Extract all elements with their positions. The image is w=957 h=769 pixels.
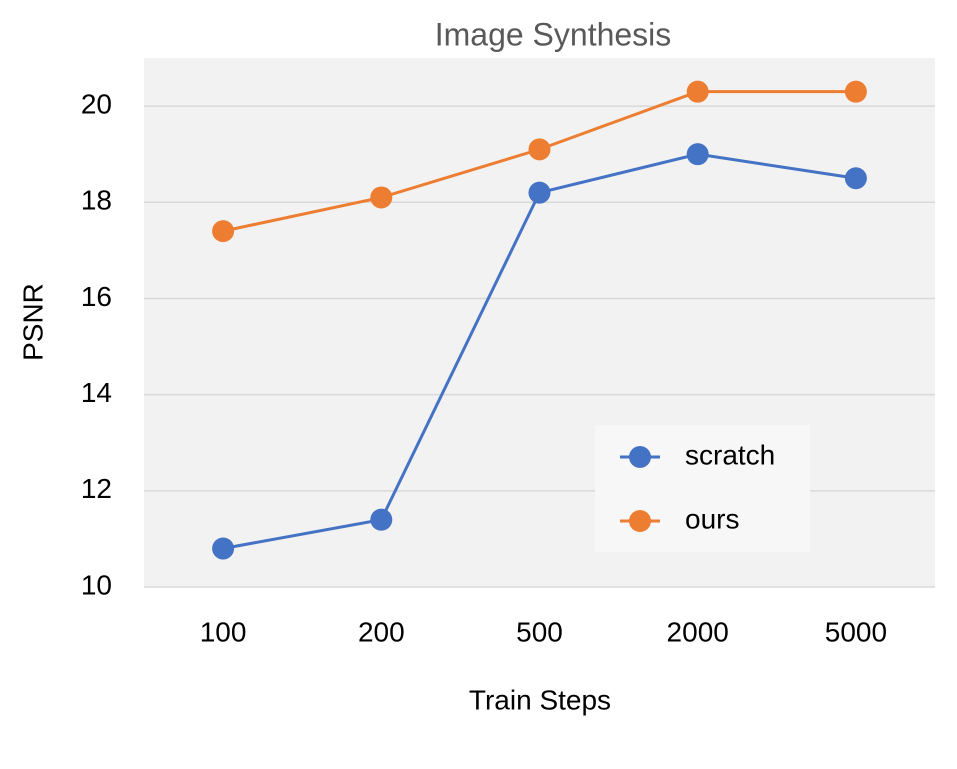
data-point bbox=[844, 80, 867, 103]
legend-marker bbox=[629, 510, 651, 532]
plot-area bbox=[144, 58, 935, 587]
x-tick-label: 100 bbox=[200, 616, 247, 647]
legend-label: ours bbox=[685, 503, 739, 534]
data-point bbox=[212, 537, 235, 560]
y-tick-label: 16 bbox=[81, 281, 112, 312]
y-tick-label: 12 bbox=[81, 473, 112, 504]
chart-title: Image Synthesis bbox=[435, 16, 672, 52]
y-axis-label: PSNR bbox=[17, 283, 48, 361]
data-point bbox=[686, 143, 709, 166]
y-tick-label: 20 bbox=[81, 88, 112, 119]
data-point bbox=[844, 167, 867, 190]
x-axis-label: Train Steps bbox=[469, 684, 611, 715]
data-point bbox=[370, 508, 393, 531]
x-tick-label: 200 bbox=[358, 616, 405, 647]
legend-marker bbox=[629, 446, 651, 468]
data-point bbox=[212, 220, 235, 243]
data-point bbox=[370, 186, 393, 209]
data-point bbox=[528, 138, 551, 161]
y-tick-label: 10 bbox=[81, 569, 112, 600]
legend-label: scratch bbox=[685, 439, 775, 470]
x-tick-label: 500 bbox=[516, 616, 563, 647]
y-tick-label: 18 bbox=[81, 185, 112, 216]
x-tick-label: 5000 bbox=[825, 616, 887, 647]
legend-box bbox=[595, 425, 810, 552]
y-tick-label: 14 bbox=[81, 377, 112, 408]
data-point bbox=[686, 80, 709, 103]
data-point bbox=[528, 181, 551, 204]
x-tick-label: 2000 bbox=[667, 616, 729, 647]
